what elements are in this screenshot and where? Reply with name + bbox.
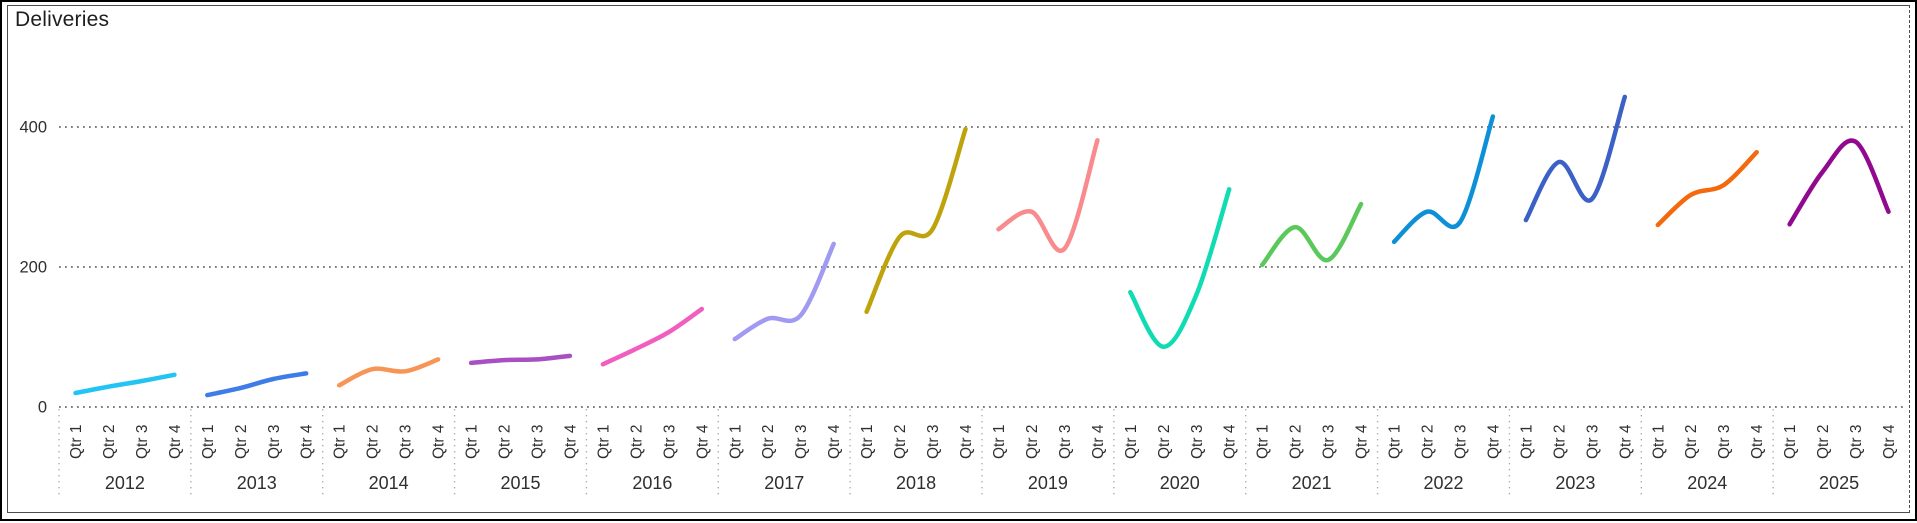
line-2017[interactable] [732,241,836,342]
quarter-tick-label: Qtr 4 [694,424,711,459]
year-label-2021: 2021 [1292,473,1332,493]
quarter-tick-label: Qtr 3 [1584,425,1601,459]
quarter-tick-label: Qtr 3 [398,425,415,459]
quarter-tick-label: Qtr 2 [1024,425,1041,459]
quarter-tick-label: Qtr 3 [134,425,151,459]
quarter-tick-label: Qtr 2 [365,425,382,459]
quarter-tick-label: Qtr 3 [793,425,810,459]
quarter-tick-label: Qtr 4 [1881,424,1898,459]
quarter-tick-label: Qtr 3 [661,425,678,459]
chart-title: Deliveries [15,8,110,31]
quarter-tick-label: Qtr 2 [1288,425,1305,459]
quarter-tick-label: Qtr 4 [958,424,975,459]
year-label-2025: 2025 [1819,473,1859,493]
quarter-tick-label: Qtr 2 [760,425,777,459]
quarter-tick-label: Qtr 1 [68,425,85,459]
quarter-tick-label: Qtr 4 [1617,424,1634,459]
quarter-tick-label: Qtr 2 [892,425,909,459]
year-label-2016: 2016 [632,473,672,493]
quarter-tick-label: Qtr 2 [1683,425,1700,459]
line-2025[interactable] [1787,138,1891,227]
quarter-tick-label: Qtr 4 [562,424,579,459]
quarter-tick-label: Qtr 4 [1485,424,1502,459]
quarter-tick-label: Qtr 2 [1156,425,1173,459]
line-2015[interactable] [468,353,573,366]
quarter-tick-label: Qtr 2 [1551,425,1568,459]
year-label-2022: 2022 [1423,473,1463,493]
line-2018[interactable] [864,126,968,315]
year-label-2020: 2020 [1160,473,1200,493]
quarter-tick-label: Qtr 1 [1255,425,1272,459]
year-label-2014: 2014 [369,473,409,493]
line-2024[interactable] [1655,149,1759,228]
quarter-tick-label: Qtr 4 [1222,424,1239,459]
quarter-tick-label: Qtr 1 [1650,425,1667,459]
quarter-tick-label: Qtr 1 [332,425,349,459]
quarter-tick-label: Qtr 3 [1452,425,1469,459]
year-label-2023: 2023 [1555,473,1595,493]
quarter-tick-label: Qtr 1 [727,425,744,459]
quarter-tick-label: Qtr 3 [1716,425,1733,459]
line-2022[interactable] [1391,114,1496,245]
quarter-tick-label: Qtr 1 [991,425,1008,459]
line-2016[interactable] [600,306,705,367]
quarter-tick-label: Qtr 4 [167,424,184,459]
y-tick-label-400: 400 [19,119,47,137]
quarter-tick-label: Qtr 2 [101,425,118,459]
quarter-tick-label: Qtr 4 [299,424,316,459]
quarter-tick-label: Qtr 1 [1387,425,1404,459]
quarter-tick-label: Qtr 2 [233,425,250,459]
line-2014[interactable] [336,357,441,388]
quarter-tick-label: Qtr 1 [464,425,481,459]
year-label-2012: 2012 [105,473,145,493]
year-label-2017: 2017 [764,473,804,493]
year-label-2024: 2024 [1687,473,1727,493]
quarter-tick-label: Qtr 2 [1420,425,1437,459]
quarter-tick-label: Qtr 3 [1189,425,1206,459]
year-label-2018: 2018 [896,473,936,493]
quarter-tick-label: Qtr 3 [1321,425,1338,459]
quarter-tick-label: Qtr 4 [431,424,448,459]
chart-visual-frame [7,5,1910,513]
y-tick-label-200: 200 [19,259,47,277]
line-2020[interactable] [1128,187,1232,350]
quarter-tick-label: Qtr 1 [200,425,217,459]
line-2012[interactable] [73,372,177,396]
quarter-tick-label: Qtr 4 [1354,424,1371,459]
line-2023[interactable] [1523,94,1628,223]
line-2013[interactable] [205,371,309,398]
quarter-tick-label: Qtr 1 [1123,425,1140,459]
quarter-tick-label: Qtr 3 [266,425,283,459]
quarter-tick-label: Qtr 1 [859,425,876,459]
quarter-tick-label: Qtr 1 [1518,425,1535,459]
line-2019[interactable] [996,138,1100,254]
year-label-2015: 2015 [500,473,540,493]
quarter-tick-label: Qtr 4 [826,424,843,459]
quarter-tick-label: Qtr 4 [1749,424,1766,459]
quarter-tick-label: Qtr 2 [497,425,514,459]
quarter-tick-label: Qtr 2 [1815,425,1832,459]
quarter-tick-label: Qtr 3 [925,425,942,459]
quarter-tick-label: Qtr 1 [595,425,612,459]
quarter-tick-label: Qtr 3 [529,425,546,459]
line-2021[interactable] [1259,201,1364,268]
quarter-tick-label: Qtr 3 [1848,425,1865,459]
year-label-2013: 2013 [237,473,277,493]
quarter-tick-label: Qtr 3 [1057,425,1074,459]
quarter-tick-label: Qtr 2 [628,425,645,459]
y-tick-label-0: 0 [38,399,47,417]
quarter-tick-label: Qtr 1 [1782,425,1799,459]
year-label-2019: 2019 [1028,473,1068,493]
quarter-tick-label: Qtr 4 [1090,424,1107,459]
